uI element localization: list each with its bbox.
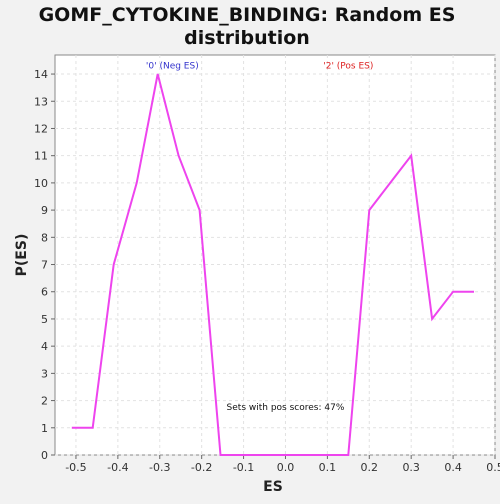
annotation-0: '0' (Neg ES) [146, 62, 199, 72]
y-tick-label: 7 [41, 259, 48, 272]
axes: -0.5 -0.4 -0.3 -0.2 -0.1 0.0 0.1 0.2 0.3 0.4 0.5 0 1… [34, 68, 500, 474]
y-axis-label: P(ES) [14, 234, 30, 277]
x-tick-label: -0.5 [65, 461, 86, 474]
y-tick-label: 6 [41, 286, 48, 299]
x-axis-label: ES [263, 479, 283, 495]
x-tick-label: -0.1 [233, 461, 254, 474]
y-tick-label: 5 [41, 313, 48, 326]
x-tick-label: 0.4 [444, 461, 462, 474]
y-tick-label: 0 [41, 449, 48, 462]
y-tick-label: 13 [34, 95, 48, 108]
y-tick-label: 4 [41, 340, 48, 353]
y-tick-label: 11 [34, 150, 48, 163]
chart-title-line-1: GOMF_CYTOKINE_BINDING: Random ES [39, 4, 456, 26]
y-tick-label: 2 [41, 395, 48, 408]
y-tick-label: 12 [34, 122, 48, 135]
x-tick-label: 0.2 [361, 461, 379, 474]
x-tick-label: 0.1 [319, 461, 337, 474]
x-tick-label: 0.5 [486, 461, 500, 474]
annotations: '0' (Neg ES) '2' (Pos ES) Sets with pos sc… [146, 62, 373, 413]
x-tick-label: -0.2 [191, 461, 212, 474]
y-tick-label: 10 [34, 177, 48, 190]
x-tick-label: 0.3 [402, 461, 420, 474]
annotation-1: '2' (Pos ES) [323, 62, 373, 72]
y-tick-label: 14 [34, 68, 48, 81]
y-tick-label: 9 [41, 204, 48, 217]
x-tick-label: -0.4 [107, 461, 128, 474]
es-distribution-line [71, 73, 474, 456]
y-tick-label: 8 [41, 231, 48, 244]
plot-area [54, 54, 496, 456]
x-tick-label: -0.3 [149, 461, 170, 474]
x-tick-label: 0.0 [277, 461, 295, 474]
series-layer [71, 73, 474, 456]
chart-title-line-2: distribution [184, 27, 310, 49]
y-tick-label: 1 [41, 422, 48, 435]
annotation-2: Sets with pos scores: 47% [227, 403, 345, 413]
y-tick-label: 3 [41, 367, 48, 380]
